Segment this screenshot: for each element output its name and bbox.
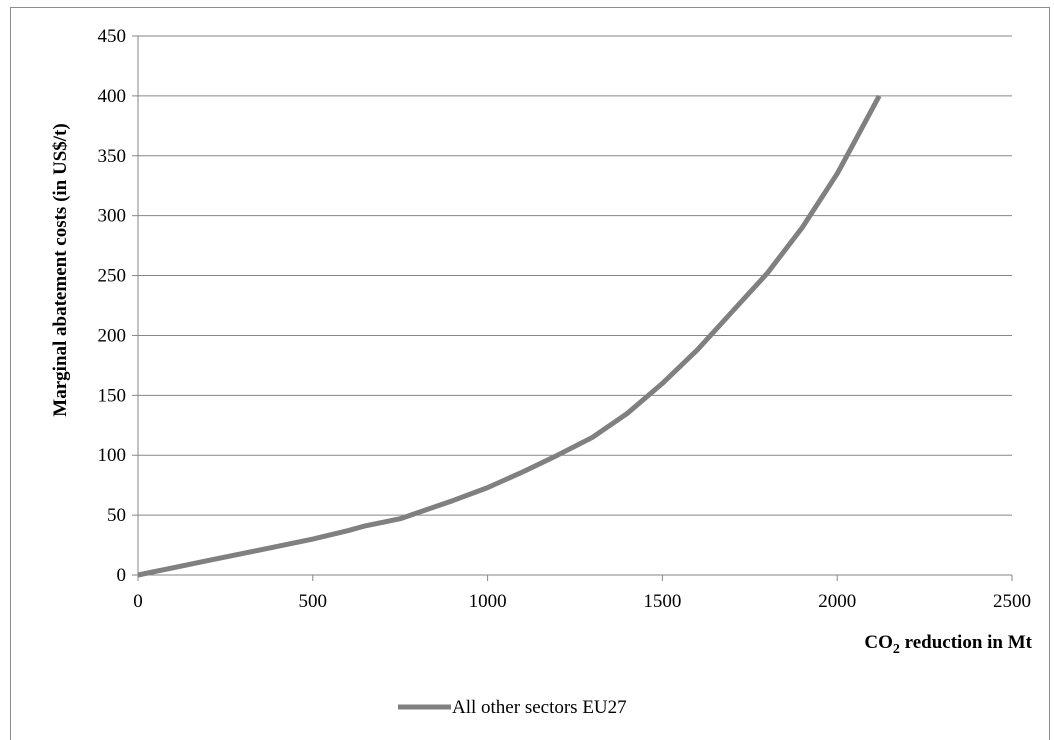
series-line-0 [137, 94, 882, 578]
x-tick-label-0: 0 [133, 591, 143, 612]
x-axis-title-subscript: 2 [893, 642, 900, 657]
y-tick-label-300: 300 [98, 206, 127, 227]
series-lines [137, 94, 882, 578]
axes [132, 35, 1013, 581]
x-axis-title-main: CO [864, 632, 893, 653]
grid-lines [138, 35, 1012, 516]
y-tick-label-400: 400 [98, 86, 127, 107]
x-axis-title-rest: reduction in Mt [900, 632, 1033, 653]
y-tick-labels: 0 50 100 150 200 250 300 350 400 450 [98, 26, 127, 586]
x-tick-label-500: 500 [299, 591, 328, 612]
y-tick-label-350: 350 [98, 146, 127, 167]
y-tick-label-100: 100 [98, 445, 127, 466]
x-tick-labels: 0 500 1000 1500 2000 2500 [133, 591, 1031, 612]
y-tick-label-0: 0 [117, 565, 127, 586]
y-axis-title: Marginal abatement costs (in US$/t) [50, 123, 71, 416]
x-axis-title: CO2 reduction in Mt [864, 632, 1032, 657]
legend: All other sectors EU27 [398, 697, 627, 718]
chart-frame [10, 7, 1050, 740]
y-tick-label-450: 450 [98, 26, 127, 47]
x-tick-label-1000: 1000 [469, 591, 507, 612]
y-tick-label-50: 50 [107, 505, 126, 526]
legend-label: All other sectors EU27 [452, 697, 627, 718]
x-tick-label-2500: 2500 [993, 591, 1031, 612]
x-tick-label-2000: 2000 [818, 591, 856, 612]
y-tick-label-150: 150 [98, 385, 127, 406]
y-tick-label-200: 200 [98, 325, 127, 346]
y-tick-label-250: 250 [98, 266, 127, 287]
x-tick-label-1500: 1500 [643, 591, 681, 612]
